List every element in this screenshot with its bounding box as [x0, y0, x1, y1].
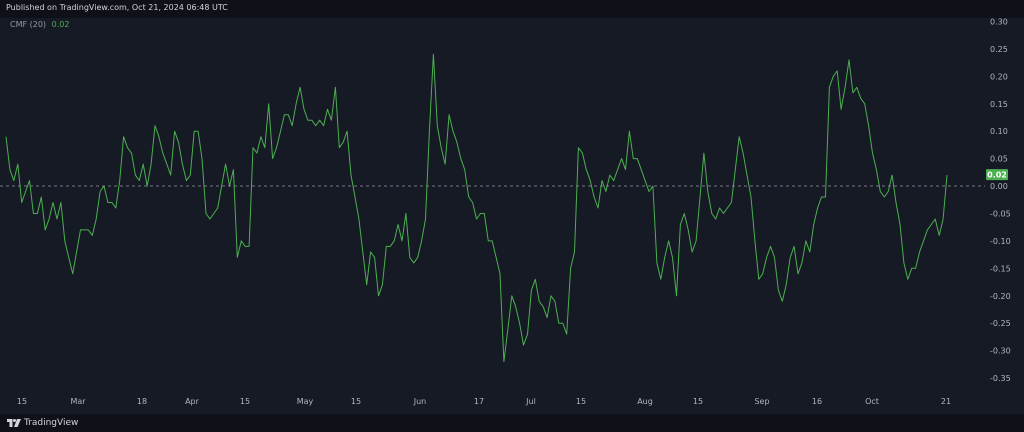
- indicator-legend[interactable]: CMF (20) 0.02: [10, 20, 69, 29]
- y-tick-label: -0.30: [990, 347, 1011, 356]
- cmf-series-line: [5, 53, 948, 363]
- series-line-layer: [5, 53, 948, 363]
- y-tick-label: 0.30: [990, 17, 1008, 26]
- last-value-background: [986, 169, 1008, 181]
- tradingview-logo-icon: [7, 419, 21, 427]
- brand[interactable]: TradingView: [7, 418, 78, 428]
- y-tick-label: -0.05: [990, 209, 1011, 218]
- x-tick-label: Aug: [637, 397, 653, 406]
- y-tick-label: 0.05: [990, 155, 1008, 164]
- y-tick-label: -0.20: [990, 292, 1011, 301]
- x-tick-label: May: [297, 397, 314, 406]
- brand-name: TradingView: [24, 418, 79, 428]
- indicator-value: 0.02: [51, 20, 70, 29]
- y-tick-label: 0.20: [990, 72, 1008, 81]
- x-tick-label: Jul: [525, 397, 536, 406]
- x-tick-label: 15: [693, 397, 703, 406]
- x-tick-label: 18: [137, 397, 147, 406]
- x-tick-label: 15: [351, 397, 361, 406]
- y-tick-label: 0.25: [990, 45, 1008, 54]
- indicator-name: CMF (20): [10, 20, 47, 29]
- x-tick-label: 17: [474, 397, 484, 406]
- x-tick-label: Sep: [754, 397, 769, 406]
- last-value-badge: 0.02: [986, 169, 1008, 181]
- y-tick-label: 0.15: [990, 100, 1008, 109]
- x-tick-label: 15: [17, 397, 27, 406]
- x-tick-label: Apr: [185, 397, 200, 406]
- bottom-bar: TradingView: [0, 414, 1024, 432]
- x-tick-label: 15: [240, 397, 250, 406]
- x-tick-label: Jun: [413, 397, 427, 406]
- published-text: Published on TradingView.com, Oct 21, 20…: [6, 3, 228, 12]
- last-value-label: 0.02: [987, 171, 1007, 180]
- x-tick-label: 16: [812, 397, 822, 406]
- y-tick-label: -0.25: [990, 319, 1011, 328]
- y-tick-label: 0.00: [990, 182, 1008, 191]
- x-tick-label: Oct: [865, 397, 879, 406]
- top-bar: Published on TradingView.com, Oct 21, 20…: [0, 0, 1024, 18]
- last-value-layer: 0.02: [986, 169, 1008, 181]
- x-axis: 15 Mar 18 Apr 15 May 15 Jun 17 Jul 15 Aug 15 Sep 16 Oct…: [17, 397, 951, 406]
- y-tick-label: -0.15: [990, 264, 1011, 273]
- x-tick-label: 21: [941, 397, 951, 406]
- y-tick-label: -0.35: [990, 374, 1011, 383]
- x-tick-label: 15: [576, 397, 586, 406]
- y-tick-label: -0.10: [990, 237, 1011, 246]
- y-tick-label: 0.10: [990, 127, 1008, 136]
- x-tick-label: Mar: [70, 397, 86, 406]
- y-axis: 0.30 0.25 0.20 0.15 0.10 0.05 0.00 -0.05 -0.10 -0…: [990, 17, 1011, 383]
